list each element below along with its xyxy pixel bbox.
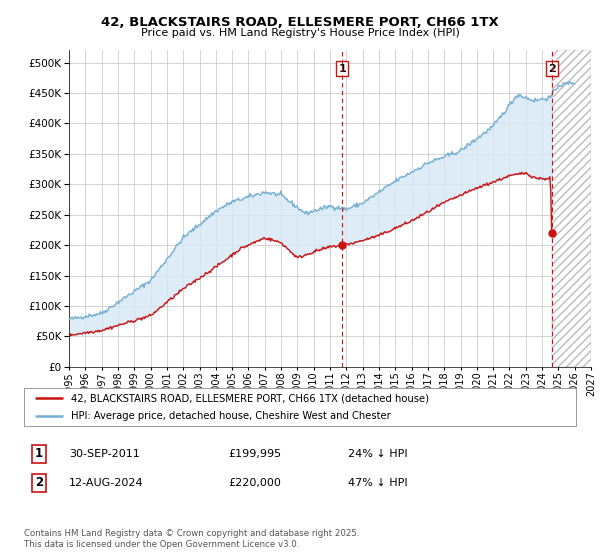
Text: 12-AUG-2024: 12-AUG-2024: [69, 478, 143, 488]
Text: 1: 1: [35, 447, 43, 460]
Text: 24% ↓ HPI: 24% ↓ HPI: [348, 449, 407, 459]
Text: 42, BLACKSTAIRS ROAD, ELLESMERE PORT, CH66 1TX: 42, BLACKSTAIRS ROAD, ELLESMERE PORT, CH…: [101, 16, 499, 29]
Text: 2: 2: [548, 64, 556, 74]
Text: HPI: Average price, detached house, Cheshire West and Chester: HPI: Average price, detached house, Ches…: [71, 411, 391, 421]
Text: 1: 1: [338, 64, 346, 74]
Text: £220,000: £220,000: [228, 478, 281, 488]
Bar: [552, 50, 591, 367]
Text: 42, BLACKSTAIRS ROAD, ELLESMERE PORT, CH66 1TX (detached house): 42, BLACKSTAIRS ROAD, ELLESMERE PORT, CH…: [71, 393, 429, 403]
Text: Price paid vs. HM Land Registry's House Price Index (HPI): Price paid vs. HM Land Registry's House …: [140, 28, 460, 38]
Text: 2: 2: [35, 476, 43, 489]
Text: £199,995: £199,995: [228, 449, 281, 459]
Text: Contains HM Land Registry data © Crown copyright and database right 2025.
This d: Contains HM Land Registry data © Crown c…: [24, 529, 359, 549]
Text: 30-SEP-2011: 30-SEP-2011: [69, 449, 140, 459]
Text: 47% ↓ HPI: 47% ↓ HPI: [348, 478, 407, 488]
